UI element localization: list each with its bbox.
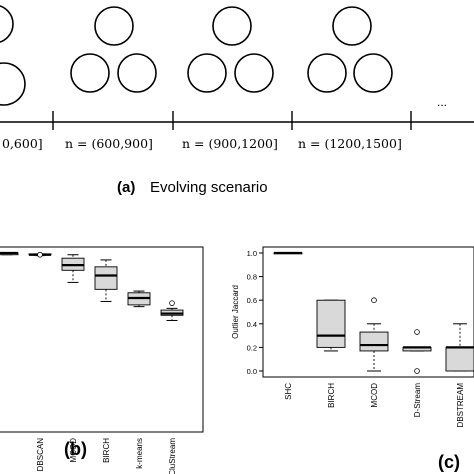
category-label: D-Stream bbox=[413, 383, 422, 418]
cluster-circle bbox=[94, 6, 134, 46]
box-shc bbox=[273, 251, 303, 255]
caption-a-label: (a) bbox=[117, 179, 135, 196]
interval-label-4: n = (1200,1500] bbox=[298, 136, 402, 151]
cluster-circle bbox=[117, 53, 157, 93]
chart-c: 0.0 0.2 0.4 0.6 0.8 1.0 Outlier Jaccard SHC BIRC… bbox=[231, 246, 474, 428]
timeline bbox=[0, 111, 474, 130]
panel-c-label: (c) bbox=[438, 452, 460, 472]
outlier-point bbox=[169, 300, 175, 306]
y-tick-label: 0.8 bbox=[247, 273, 257, 282]
cluster-circle bbox=[70, 53, 110, 93]
chart-b: DBSCAN MCOD BIRCH k-means CluStream bbox=[0, 246, 204, 474]
plot-frame bbox=[262, 246, 474, 378]
y-tick-label: 0.6 bbox=[247, 296, 257, 305]
y-tick-label: 1.0 bbox=[247, 249, 257, 258]
outlier-point bbox=[371, 297, 377, 304]
category-label: BIRCH bbox=[327, 383, 336, 408]
timeline-ellipsis: ... bbox=[437, 95, 447, 109]
box-iqr bbox=[316, 299, 346, 348]
cluster-circle bbox=[353, 53, 393, 93]
box-d-stream bbox=[402, 329, 432, 374]
box-dbscan bbox=[28, 251, 52, 258]
y-tick-label: 0.2 bbox=[247, 343, 257, 352]
scenario-circles bbox=[0, 5, 393, 106]
box-clustream bbox=[160, 300, 184, 321]
cluster-circle bbox=[0, 5, 14, 43]
outlier-point bbox=[414, 368, 420, 374]
box-mcod bbox=[359, 297, 389, 372]
interval-labels: 0,600] n = (600,900] n = (900,1200] n = … bbox=[2, 136, 402, 151]
box-iqr bbox=[445, 346, 474, 372]
category-label: MCOD bbox=[370, 383, 379, 408]
box-birch bbox=[316, 299, 346, 352]
cluster-circle bbox=[332, 6, 372, 46]
cluster-circle bbox=[0, 62, 26, 106]
box-birch bbox=[94, 259, 118, 302]
category-label: k-means bbox=[135, 438, 144, 469]
interval-label-2: n = (600,900] bbox=[65, 136, 153, 151]
box-k-means bbox=[127, 290, 151, 308]
category-label: BIRCH bbox=[102, 438, 111, 463]
box-dbstream bbox=[445, 323, 474, 372]
category-label: MCOD bbox=[69, 438, 78, 463]
plot-frame bbox=[0, 246, 204, 433]
category-label: SHC bbox=[284, 383, 293, 400]
panel-b-label: (b) bbox=[64, 439, 87, 459]
cluster-circle bbox=[307, 53, 347, 93]
box-iqr bbox=[94, 266, 118, 290]
box-d-stream bbox=[0, 251, 19, 256]
outlier-point bbox=[37, 251, 43, 258]
cluster-circle bbox=[187, 53, 227, 93]
outlier-point bbox=[414, 329, 420, 335]
cluster-circle bbox=[234, 53, 274, 93]
caption-a-text: Evolving scenario bbox=[150, 179, 268, 196]
y-tick-label: 0.0 bbox=[247, 367, 257, 376]
y-axis-label: Outlier Jaccard bbox=[231, 285, 240, 339]
category-label: DBSCAN bbox=[36, 438, 45, 472]
y-tick-label: 0.4 bbox=[247, 320, 257, 329]
cluster-circle bbox=[212, 6, 252, 46]
box-iqr bbox=[359, 331, 389, 352]
interval-label-1: 0,600] bbox=[2, 136, 43, 151]
interval-label-3: n = (900,1200] bbox=[182, 136, 278, 151]
box-mcod bbox=[61, 254, 85, 283]
category-label: DBSTREAM bbox=[456, 383, 465, 428]
category-label: CluStream bbox=[168, 438, 177, 474]
